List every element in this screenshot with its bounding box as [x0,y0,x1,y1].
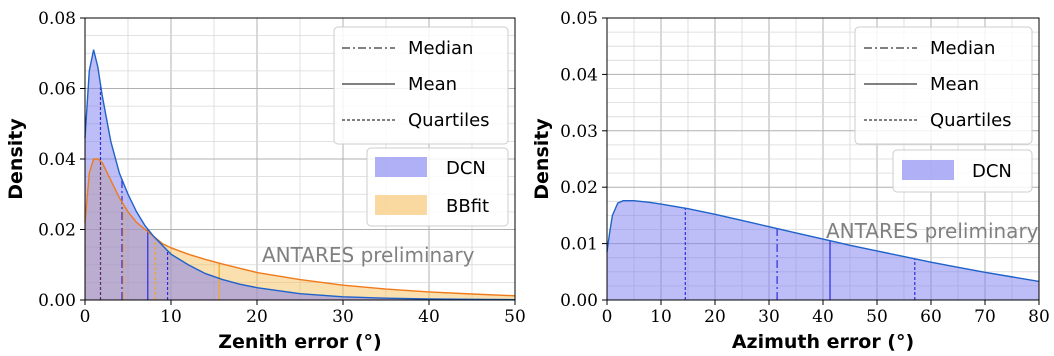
plot-frame [606,17,1040,301]
x-tick-label: 40 [812,307,834,327]
density-curve-bbfit [84,158,516,297]
density-area-dcn [85,49,515,300]
y-tick-label: 0.00 [560,291,598,311]
legend-quartiles-label: Quartiles [408,110,490,131]
x-tick-label: 70 [974,307,996,327]
azimuth-error-chart: 0 10 20 30 40 50 60 70 80 0.00 0.01 0.02 0.03 0.04 0.0… [531,9,1050,353]
legend-quartiles-label: Quartiles [930,110,1012,131]
y-tick-label: 0.02 [38,221,76,241]
legend-lines: Median Mean Quartiles [333,26,509,145]
legend-box [333,26,509,145]
legend-lines: Median Mean Quartiles [854,26,1033,145]
y-tick-label: 0.04 [560,65,598,85]
density-curve-dcn [84,49,516,301]
x-tick-label: 80 [1028,307,1050,327]
legend-dcn-swatch [375,157,427,177]
watermark: ANTARES preliminary [262,243,475,267]
legend-dcn-label: DCN [972,161,1012,182]
watermark: ANTARES preliminary [826,219,1039,243]
y-tick-label: 0.08 [38,9,76,29]
legend-dcn-label: DCN [446,158,486,179]
x-tick-label: 40 [418,307,440,327]
legend-mean-label: Mean [930,74,979,95]
zenith-error-chart: 0 10 20 30 40 50 0.00 0.02 0.04 0.06 0.08 ANTARES … [5,9,526,353]
legend-dcn-swatch [902,160,954,180]
density-areas [85,49,515,300]
y-tick-label: 0.05 [560,9,598,29]
x-tick-label: 10 [160,307,182,327]
y-tick-label: 0.06 [38,80,76,100]
x-tick-label: 0 [602,307,613,327]
y-tick-label: 0.01 [560,235,598,255]
tick-labels: 0 10 20 30 40 50 60 70 80 0.00 0.01 0.02 0.03 0.04 0.0… [560,9,1050,327]
legend-mean-label: Mean [408,74,457,95]
stat-lines [684,208,916,300]
x-tick-label: 50 [504,307,526,327]
x-tick-label: 30 [332,307,354,327]
y-axis-label: Density [5,118,27,200]
legend-patches: DCN BBfit [366,147,509,227]
x-tick-label: 20 [704,307,726,327]
legend-median-label: Median [408,38,473,59]
density-curves [606,200,1040,283]
density-curves [84,49,516,301]
density-area-dcn [607,200,1039,300]
x-axis-label: Zenith error (°) [218,331,381,353]
y-tick-label: 0.03 [560,122,598,142]
x-tick-label: 0 [80,307,91,327]
legend-bbfit-label: BBfit [446,196,489,217]
y-tick-label: 0.04 [38,150,76,170]
plot-frame [84,17,516,301]
stat-lines [99,84,220,300]
y-tick-label: 0.02 [560,178,598,198]
x-tick-label: 60 [920,307,942,327]
density-area-bbfit [85,159,515,300]
density-areas [607,200,1039,300]
y-axis-label: Density [531,118,553,200]
x-tick-label: 30 [758,307,780,327]
density-curve-dcn [606,200,1040,283]
legend-median-label: Median [930,38,995,59]
x-axis-label: Azimuth error (°) [732,331,914,353]
x-tick-label: 10 [650,307,672,327]
tick-labels: 0 10 20 30 40 50 0.00 0.02 0.04 0.06 0.08 [38,9,526,327]
x-tick-label: 50 [866,307,888,327]
y-tick-label: 0.00 [38,291,76,311]
legend-bbfit-swatch [375,195,427,215]
legend-patches: DCN [892,149,1033,193]
legend-box [854,26,1033,145]
x-tick-label: 20 [246,307,268,327]
